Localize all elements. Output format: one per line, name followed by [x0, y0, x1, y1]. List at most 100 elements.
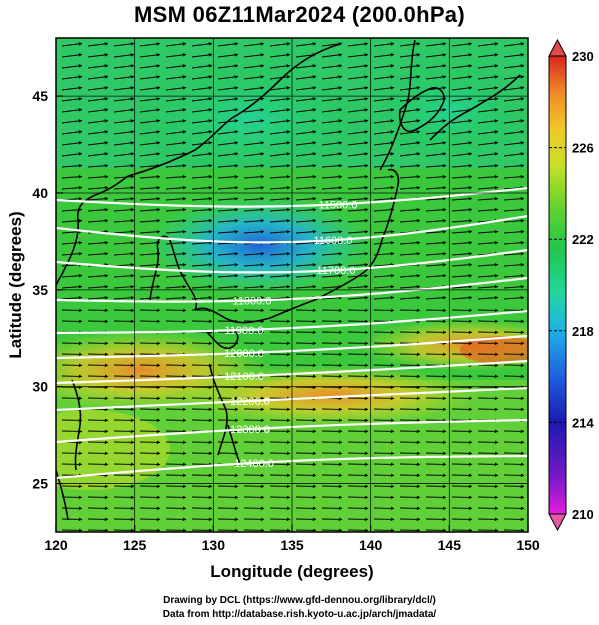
wind-arrow	[425, 229, 447, 234]
wind-arrow	[373, 196, 395, 201]
wind-arrow	[113, 163, 135, 168]
wind-arrow	[451, 284, 473, 289]
wind-arrow	[295, 262, 317, 267]
wind-arrow	[295, 64, 317, 69]
wind-arrow	[191, 174, 213, 179]
wind-arrow	[321, 119, 343, 124]
wind-arrow	[243, 262, 265, 267]
wind-arrow	[503, 152, 525, 157]
wind-arrow	[295, 119, 317, 124]
wind-arrow	[347, 207, 369, 212]
wind-arrow	[477, 174, 499, 179]
wind-arrow	[503, 42, 525, 47]
colorbar-tick-label: 226	[572, 141, 594, 156]
wind-arrow	[61, 130, 83, 135]
wind-arrow	[243, 119, 265, 124]
wind-arrow	[295, 108, 317, 113]
wind-arrow	[451, 196, 473, 201]
wind-arrow	[139, 119, 161, 124]
wind-arrow	[165, 240, 187, 245]
contour-label: 11600.0	[314, 235, 353, 247]
wind-arrow	[217, 295, 239, 300]
wind-arrow	[61, 174, 83, 179]
wind-arrow	[477, 130, 499, 135]
wind-arrow	[451, 273, 473, 278]
wind-arrow	[425, 97, 447, 102]
wind-arrow	[113, 273, 135, 278]
wind-arrow	[295, 218, 317, 223]
wind-arrow	[61, 273, 83, 278]
colorbar-tick-label: 218	[572, 324, 594, 339]
wind-arrow	[139, 284, 161, 289]
wind-arrow	[269, 262, 291, 267]
wind-arrow	[321, 152, 343, 157]
wind-arrow	[425, 174, 447, 179]
wind-arrow	[269, 196, 291, 201]
wind-arrow	[321, 218, 343, 223]
wind-arrow	[347, 262, 369, 267]
wind-arrow	[477, 119, 499, 124]
wind-arrow	[165, 53, 187, 58]
wind-arrow	[451, 119, 473, 124]
wind-arrow	[217, 108, 239, 113]
wind-arrow	[503, 251, 525, 256]
wind-arrow	[113, 97, 135, 102]
wind-arrow	[477, 185, 499, 190]
wind-arrow	[217, 218, 239, 223]
wind-arrow	[243, 174, 265, 179]
contour-label: 11500.0	[319, 199, 358, 211]
y-tick-label: 40	[32, 185, 48, 201]
wind-arrow	[87, 42, 109, 47]
wind-arrow	[503, 218, 525, 223]
wind-arrow	[503, 196, 525, 201]
wind-arrow	[269, 141, 291, 146]
wind-arrow	[321, 196, 343, 201]
wind-arrow	[243, 295, 265, 300]
wind-arrow	[399, 119, 421, 124]
wind-arrow	[503, 97, 525, 102]
wind-arrow	[139, 229, 161, 234]
wind-arrow	[269, 86, 291, 91]
wind-arrow	[139, 97, 161, 102]
wind-arrow	[165, 97, 187, 102]
wind-arrow	[217, 130, 239, 135]
wind-arrow	[113, 86, 135, 91]
colorbar-tick-label: 230	[572, 49, 594, 64]
credit-line-1: Drawing by DCL (https://www.gfd-dennou.o…	[163, 595, 436, 606]
wind-arrow	[451, 295, 473, 300]
wind-arrow	[191, 53, 213, 58]
wind-arrow	[425, 163, 447, 168]
wind-arrow	[191, 108, 213, 113]
wind-arrow	[373, 207, 395, 212]
wind-arrow	[373, 86, 395, 91]
wind-arrow	[269, 229, 291, 234]
wind-arrow	[399, 97, 421, 102]
wind-arrow	[243, 152, 265, 157]
wind-arrow	[399, 251, 421, 256]
wind-arrow	[451, 97, 473, 102]
wind-arrow	[373, 75, 395, 80]
wind-arrow	[295, 152, 317, 157]
wind-arrow	[113, 295, 135, 300]
wind-arrow	[87, 218, 109, 223]
wind-arrow	[139, 207, 161, 212]
wind-arrow	[399, 295, 421, 300]
wind-arrow	[347, 108, 369, 113]
wind-arrow	[451, 240, 473, 245]
wind-arrow	[451, 75, 473, 80]
wind-arrow	[347, 141, 369, 146]
wind-arrow	[321, 163, 343, 168]
wind-arrow	[87, 251, 109, 256]
wind-arrow	[295, 97, 317, 102]
wind-arrow	[503, 262, 525, 267]
wind-arrow	[243, 53, 265, 58]
wind-arrow	[113, 75, 135, 80]
wind-arrow	[321, 108, 343, 113]
contour-labels: 11500.0 11600.0 11700.0 11800.0 11900.0 12000…	[224, 199, 357, 470]
wind-arrow	[347, 185, 369, 190]
wind-arrow	[477, 262, 499, 267]
wind-arrow	[399, 64, 421, 69]
wind-arrow	[295, 240, 317, 245]
wind-arrow	[295, 130, 317, 135]
wind-arrow	[269, 163, 291, 168]
